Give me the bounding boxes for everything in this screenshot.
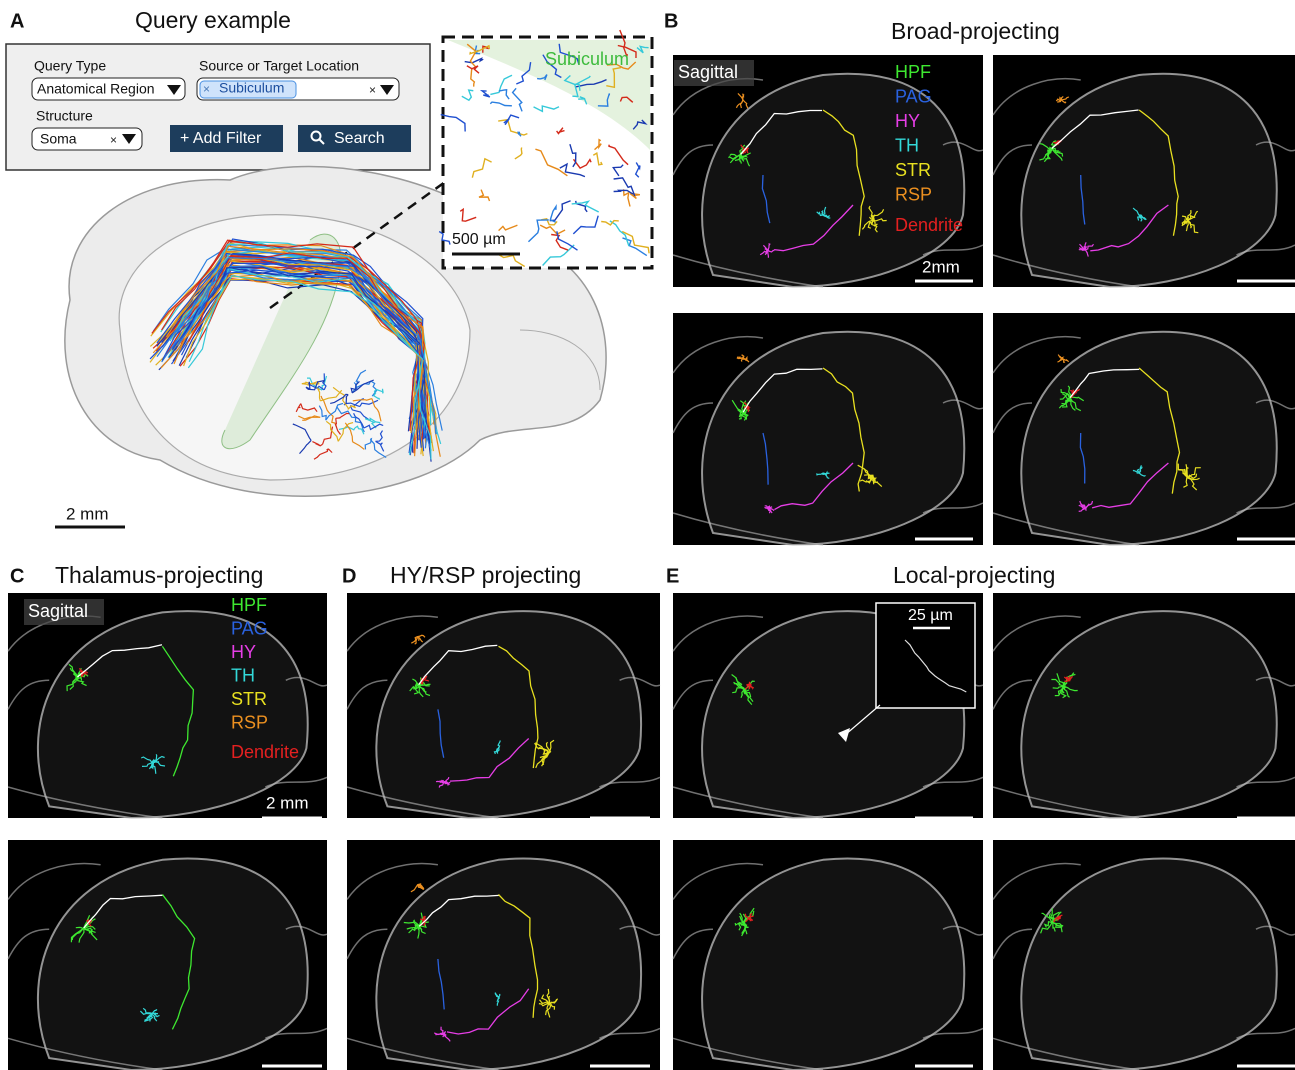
legend-entry: Dendrite (231, 742, 299, 762)
panel-label: A (10, 10, 24, 32)
brain-panel (8, 840, 327, 1070)
neurite (822, 211, 823, 215)
svg-text:×: × (369, 83, 376, 97)
neurite (748, 407, 749, 409)
panel-title: Local-projecting (893, 562, 1055, 588)
view-label: Sagittal (28, 601, 88, 621)
panel-label: C (10, 565, 24, 587)
legend-entry: HPF (231, 595, 267, 615)
button-text[interactable]: + Add Filter (180, 130, 262, 147)
panel-title: HY/RSP projecting (390, 562, 581, 588)
figure: A Query example Query Type Anatomical Re… (0, 0, 1295, 1070)
panel-title: Query example (135, 7, 291, 33)
legend-entry: HY (231, 642, 256, 662)
neurite (1086, 508, 1087, 511)
legend-entry: HPF (895, 62, 931, 82)
panel-label: D (342, 565, 356, 587)
scale-label: 2 mm (66, 504, 109, 523)
brain-panel (993, 593, 1295, 818)
view-label: Sagittal (678, 62, 738, 82)
dropdown-value[interactable]: Soma (40, 131, 77, 147)
scale-label: 25 µm (908, 607, 953, 624)
location-chip[interactable]: Subiculum (219, 80, 284, 96)
brain-panel (993, 313, 1295, 545)
button-text[interactable]: Search (334, 130, 385, 147)
inset: Subiculum 500 µm (439, 30, 652, 268)
legend-entry: STR (895, 160, 931, 180)
query-form: Query Type Anatomical Region Source or T… (6, 44, 430, 170)
brain-panel (993, 55, 1295, 287)
scale-label: 500 µm (452, 231, 506, 248)
legend-entry: PAG (231, 618, 268, 638)
legend-entry: STR (231, 689, 267, 709)
brain-panel (673, 55, 983, 287)
brain-panel (347, 840, 660, 1070)
legend-entry: PAG (895, 86, 932, 106)
panel-title: Thalamus-projecting (55, 562, 263, 588)
svg-text:×: × (203, 82, 210, 96)
scale-label: 2 mm (266, 793, 309, 812)
legend-entry: RSP (895, 184, 932, 204)
field-label: Query Type (34, 58, 106, 74)
dropdown-value[interactable]: Anatomical Region (37, 81, 155, 97)
legend-entry: TH (231, 665, 255, 685)
panel-label: E (666, 565, 679, 587)
panel-title: Broad-projecting (891, 18, 1060, 44)
brain-panel (993, 840, 1295, 1070)
panel-label: B (664, 10, 678, 32)
scale-label: 2mm (922, 257, 960, 276)
brain-panel (347, 593, 660, 818)
inset-label: Subiculum (545, 49, 629, 69)
neurite (417, 637, 418, 640)
legend-entry: RSP (231, 712, 268, 732)
field-label: Source or Target Location (199, 58, 359, 74)
svg-text:×: × (110, 133, 117, 147)
legend-entry: Dendrite (895, 215, 963, 235)
legend-entry: HY (895, 111, 920, 131)
brain-panel (8, 593, 327, 818)
legend-entry: TH (895, 135, 919, 155)
neurite (80, 671, 82, 672)
brain-panel (673, 313, 983, 545)
field-label: Structure (36, 108, 93, 124)
neurite (768, 250, 769, 258)
brain-panel (673, 840, 983, 1070)
